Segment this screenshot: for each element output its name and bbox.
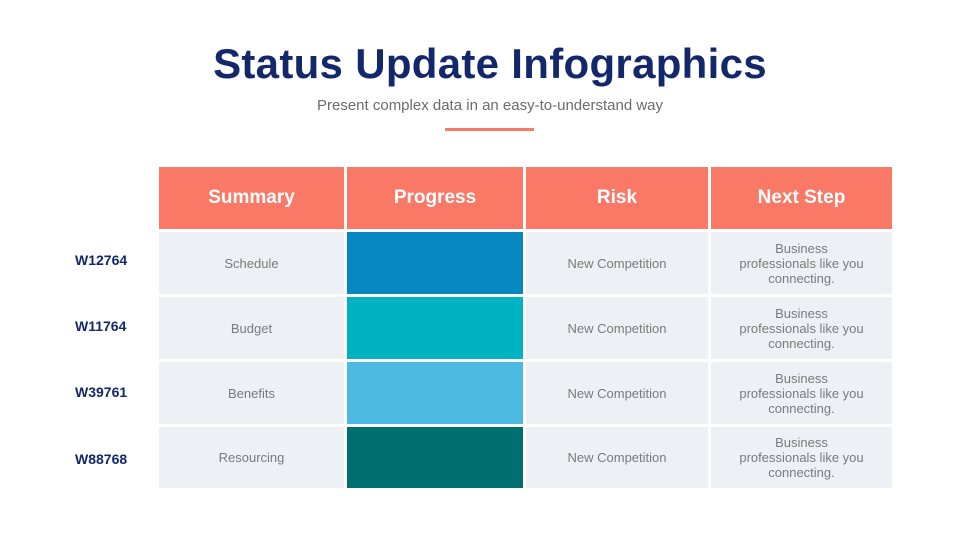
progress-cell (347, 232, 523, 294)
risk-cell: New Competition (526, 362, 708, 424)
page-title: Status Update Infographics (213, 40, 767, 87)
risk-cell: New Competition (526, 427, 708, 488)
page-subtitle: Present complex data in an easy-to-under… (316, 97, 664, 114)
summary-cell: Resourcing (159, 427, 344, 488)
header-risk: Risk (526, 167, 708, 229)
next-step-cell: Business professionals like you connecti… (711, 297, 892, 359)
header-summary: Summary (159, 167, 344, 229)
next-step-cell: Business professionals like you connecti… (711, 427, 892, 488)
row-label: W88768 (75, 451, 128, 467)
progress-cell (347, 427, 523, 488)
summary-cell: Benefits (159, 362, 344, 424)
header-progress: Progress (347, 167, 523, 229)
progress-cell (347, 362, 523, 424)
header-next-step: Next Step (711, 167, 892, 229)
row-label: W39761 (75, 384, 128, 400)
title-underline (445, 128, 534, 131)
risk-cell: New Competition (526, 297, 708, 359)
status-table: Summary Progress Risk Next Step Schedule… (159, 167, 892, 488)
risk-cell: New Competition (526, 232, 708, 294)
next-step-cell: Business professionals like you connecti… (711, 362, 892, 424)
progress-cell (347, 297, 523, 359)
next-step-cell: Business professionals like you connecti… (711, 232, 892, 294)
summary-cell: Budget (159, 297, 344, 359)
row-label: W11764 (75, 318, 127, 334)
row-label: W12764 (75, 252, 128, 268)
summary-cell: Schedule (159, 232, 344, 294)
